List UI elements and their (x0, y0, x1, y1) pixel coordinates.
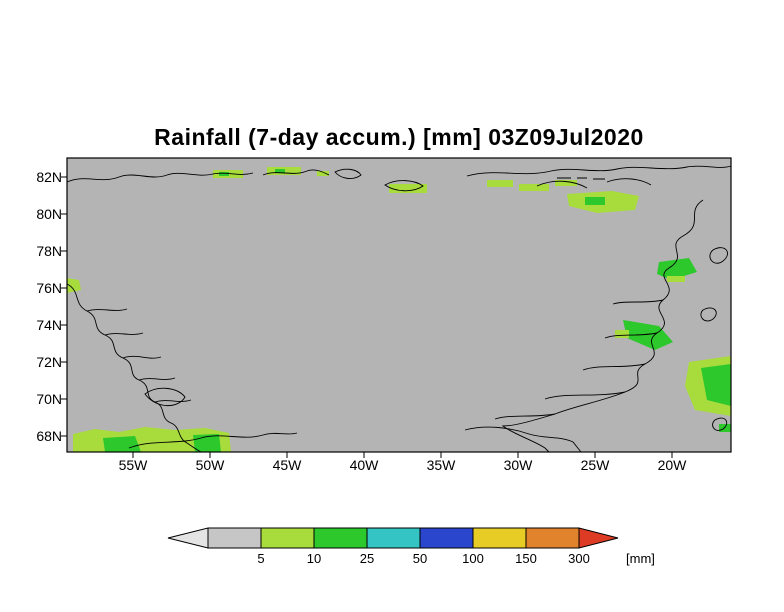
colorbar-segment (207, 527, 262, 549)
lat-label: 78N (36, 243, 62, 259)
rain-patch (667, 276, 685, 282)
rain-patch (487, 180, 513, 187)
axis-ticks (61, 176, 673, 458)
rain-patch (519, 184, 549, 191)
lon-label: 20W (657, 457, 687, 473)
colorbar-segment (525, 527, 580, 549)
colorbar-segment (366, 527, 421, 549)
colorbar-segment (419, 527, 474, 549)
rain-patch (103, 436, 141, 452)
colorbar-tick-label: 25 (360, 551, 374, 566)
colorbar-tick-label: 300 (568, 551, 590, 566)
lon-label: 35W (426, 457, 456, 473)
rain-patch (719, 424, 731, 432)
lon-label: 45W (272, 457, 302, 473)
rain-patch (615, 330, 629, 338)
lat-label: 72N (36, 354, 62, 370)
lat-label: 82N (36, 169, 62, 185)
rain-patch (701, 364, 731, 406)
colorbar-segment (260, 527, 315, 549)
lat-label: 80N (36, 206, 62, 222)
lat-label: 70N (36, 391, 62, 407)
rain-patch (219, 172, 229, 176)
colorbar-tick-label: 10 (307, 551, 321, 566)
colorbar: 5 10 25 50 100 150 300 [mm] (167, 527, 655, 566)
colorbar-segment (472, 527, 527, 549)
rain-patch (67, 278, 81, 293)
rain-patch (585, 197, 605, 205)
rain-patch (555, 180, 577, 186)
page-title: Rainfall (7-day accum.) [mm] 03Z09Jul202… (154, 124, 644, 150)
map-frame (66, 157, 732, 453)
lat-label: 74N (36, 317, 62, 333)
lat-label: 68N (36, 428, 62, 444)
lon-label: 50W (195, 457, 225, 473)
colorbar-tick-label: 50 (413, 551, 427, 566)
rain-patch (623, 320, 673, 350)
lon-label: 30W (503, 457, 533, 473)
coastline-paths (66, 165, 732, 453)
rain-patch (657, 258, 697, 280)
colorbar-tick-label: 5 (257, 551, 264, 566)
colorbar-tick-label: 100 (462, 551, 484, 566)
colorbar-tick-label: 150 (515, 551, 537, 566)
colorbar-unit-label: [mm] (626, 551, 655, 566)
rain-patch (389, 184, 427, 193)
lon-label: 55W (118, 457, 148, 473)
colorbar-right-arrow (578, 527, 619, 549)
lat-label: 76N (36, 280, 62, 296)
lon-label: 25W (580, 457, 610, 473)
map-plot (61, 157, 732, 458)
lon-label: 40W (349, 457, 379, 473)
colorbar-segment (313, 527, 368, 549)
rain-patch (317, 171, 329, 176)
rain-patch (275, 169, 285, 173)
colorbar-left-arrow (167, 527, 209, 549)
